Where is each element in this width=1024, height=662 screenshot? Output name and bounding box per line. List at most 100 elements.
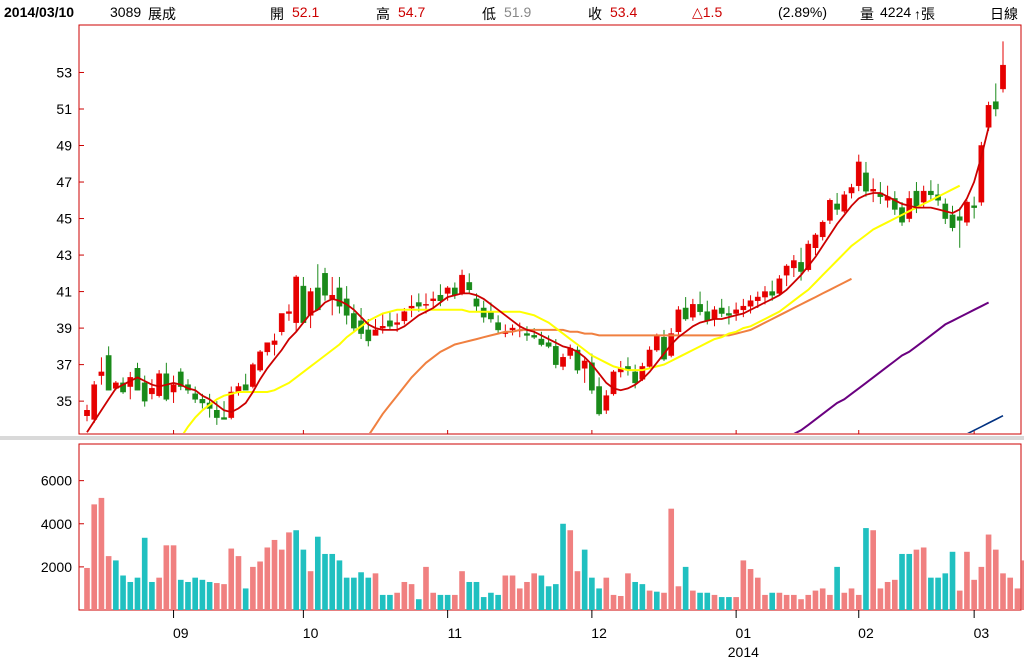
candle-body xyxy=(711,309,718,320)
volume-bar xyxy=(596,588,602,610)
volume-bar xyxy=(949,551,956,610)
volume-bar xyxy=(632,581,638,610)
volume-bar xyxy=(228,548,235,610)
candle-body xyxy=(733,309,739,314)
volume-bar xyxy=(682,566,689,610)
candle-body xyxy=(855,161,862,186)
volume-bar xyxy=(574,571,581,610)
candle-body xyxy=(964,201,970,223)
volume-bar xyxy=(985,534,992,610)
volume-bar xyxy=(870,530,876,610)
volume-bar xyxy=(401,581,408,610)
candle-body xyxy=(401,311,408,322)
price-y-tick-label: 53 xyxy=(56,64,72,80)
volume-bar xyxy=(978,566,985,610)
volume-bar xyxy=(603,577,610,610)
volume-bar xyxy=(805,594,812,610)
candle-body xyxy=(992,101,999,110)
candle-body xyxy=(286,311,292,314)
candle-body xyxy=(726,313,732,316)
volume-bar xyxy=(329,553,336,610)
candle-body xyxy=(300,285,307,323)
volume-y-tick-label: 4000 xyxy=(41,516,72,532)
volume-bar xyxy=(343,577,350,610)
volume-bar xyxy=(891,579,898,610)
candle-body xyxy=(192,393,199,400)
candle-body xyxy=(841,194,848,212)
price-y-tick-label: 39 xyxy=(56,320,72,336)
volume-bar xyxy=(783,594,790,610)
volume-bar xyxy=(848,588,855,610)
candle-body xyxy=(365,329,372,342)
candle-body xyxy=(84,410,90,416)
volume-bar xyxy=(610,594,617,610)
candle-body xyxy=(524,333,530,336)
candle-body xyxy=(870,189,877,192)
volume-bar xyxy=(776,592,783,610)
candle-body xyxy=(141,382,148,402)
volume-bar xyxy=(653,591,660,610)
volume-bar xyxy=(206,581,213,610)
candle-body xyxy=(718,307,725,314)
candle-body xyxy=(387,320,393,327)
volume-bar xyxy=(1000,573,1006,610)
stock-code: 3089 xyxy=(110,4,142,20)
volume-bar xyxy=(545,586,552,610)
candle-body xyxy=(415,302,422,307)
candle-body xyxy=(920,190,927,203)
volume-bar xyxy=(480,597,487,610)
volume-bar xyxy=(920,547,927,610)
volume-y-tick-label: 2000 xyxy=(41,559,72,575)
x-axis-month-label: 12 xyxy=(591,625,607,641)
volume-y-tick-label: 6000 xyxy=(41,473,72,489)
volume-bar xyxy=(459,571,465,610)
change-percent: (2.89%) xyxy=(778,4,828,20)
candle-body xyxy=(848,187,855,194)
volume-bar xyxy=(387,594,393,610)
candle-body xyxy=(408,305,415,309)
stock-name: 展成 xyxy=(148,6,176,22)
candle-body xyxy=(466,282,473,291)
price-y-tick-label: 51 xyxy=(56,101,72,117)
candle-body xyxy=(221,417,227,420)
candle-body xyxy=(747,300,754,307)
volume-bar xyxy=(488,592,494,610)
candle-body xyxy=(949,214,956,228)
candle-body xyxy=(545,342,552,347)
volume-bar xyxy=(798,599,804,610)
candle-body xyxy=(322,273,328,296)
volume-bar xyxy=(84,567,90,610)
volume-bar xyxy=(964,551,970,610)
volume-bar xyxy=(971,579,977,610)
quote-date: 2014/03/10 xyxy=(4,4,75,20)
volume-bar xyxy=(502,575,509,610)
volume-bar xyxy=(718,597,725,610)
volume-bar xyxy=(711,594,718,610)
candle-body xyxy=(444,287,451,294)
volume-bar xyxy=(913,549,920,610)
volume-bar xyxy=(1007,577,1014,610)
volume-bar xyxy=(314,536,321,610)
candle-body xyxy=(776,278,783,294)
close-value: 53.4 xyxy=(610,4,638,20)
volume-bar xyxy=(105,556,112,610)
moving-average-ma240 xyxy=(967,414,1004,433)
volume-bar xyxy=(300,549,307,610)
volume-bar xyxy=(192,577,199,610)
volume-bar xyxy=(156,577,162,610)
volume-bar xyxy=(733,597,739,610)
volume-bar xyxy=(257,561,263,610)
candle-body xyxy=(906,198,913,219)
candle-body xyxy=(372,329,379,336)
candle-body xyxy=(343,298,350,316)
volume-bar xyxy=(661,592,667,610)
volume-bar xyxy=(827,594,833,610)
period-label: 日線 xyxy=(990,6,1018,22)
volume-bar xyxy=(444,594,451,610)
candle-body xyxy=(754,296,761,301)
candle-body xyxy=(538,338,545,345)
close-label: 收 xyxy=(588,6,602,22)
volume-bar xyxy=(98,497,105,610)
candle-body xyxy=(336,287,343,307)
volume-bar xyxy=(560,523,566,610)
